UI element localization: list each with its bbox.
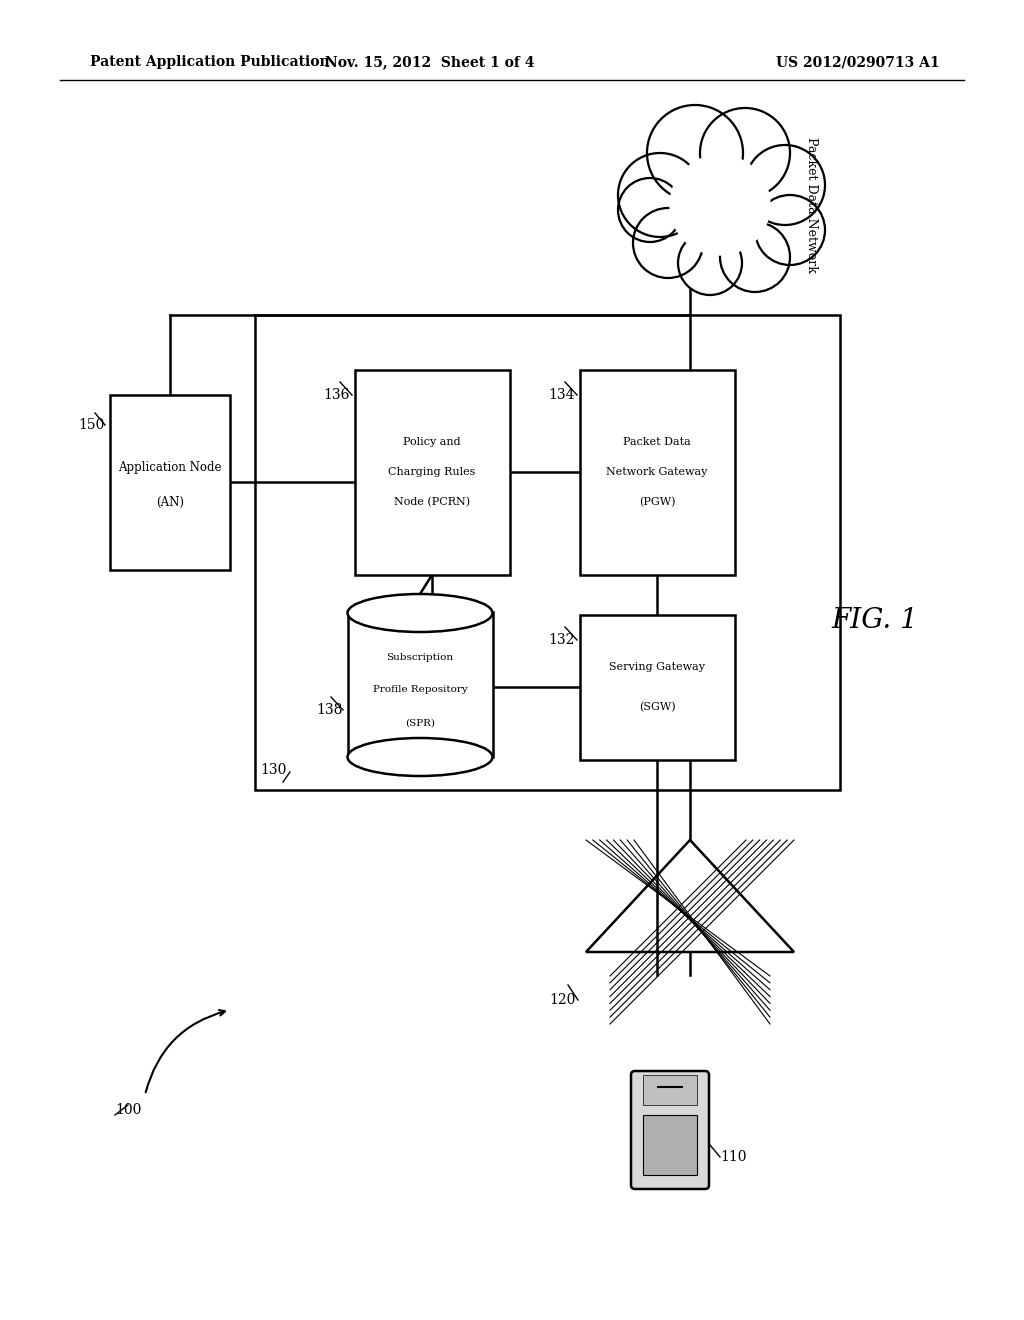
Ellipse shape: [347, 594, 493, 632]
Circle shape: [618, 153, 702, 238]
Circle shape: [647, 106, 743, 201]
Circle shape: [745, 145, 825, 224]
Text: 134: 134: [549, 388, 575, 403]
Bar: [355, 370, 510, 576]
Bar: [643, 1074, 697, 1105]
Text: Subscription: Subscription: [386, 652, 454, 661]
Text: 138: 138: [316, 704, 343, 717]
Text: 132: 132: [549, 634, 575, 647]
Text: US 2012/0290713 A1: US 2012/0290713 A1: [776, 55, 940, 69]
Circle shape: [670, 154, 770, 255]
Text: Profile Repository: Profile Repository: [373, 685, 467, 694]
Text: 120: 120: [550, 993, 575, 1007]
Bar: [110, 395, 230, 570]
Text: 130: 130: [260, 763, 287, 777]
Text: (SPR): (SPR): [406, 718, 435, 727]
Text: Nov. 15, 2012  Sheet 1 of 4: Nov. 15, 2012 Sheet 1 of 4: [326, 55, 535, 69]
Text: FIG. 1: FIG. 1: [831, 606, 919, 634]
Text: (PGW): (PGW): [639, 496, 675, 507]
FancyBboxPatch shape: [631, 1071, 709, 1189]
Bar: [643, 1115, 697, 1175]
Text: 150: 150: [79, 418, 105, 432]
Bar: [580, 615, 735, 760]
Circle shape: [633, 209, 703, 279]
Bar: [255, 315, 840, 789]
Circle shape: [700, 108, 790, 198]
Text: (AN): (AN): [156, 495, 184, 508]
Text: 136: 136: [324, 388, 350, 403]
Circle shape: [755, 195, 825, 265]
Text: Network Gateway: Network Gateway: [606, 467, 708, 477]
Bar: [580, 370, 735, 576]
Text: Policy and: Policy and: [403, 437, 461, 447]
Text: (SGW): (SGW): [639, 702, 675, 713]
Text: Serving Gateway: Serving Gateway: [609, 663, 705, 672]
Circle shape: [618, 178, 682, 242]
Circle shape: [720, 222, 790, 292]
Text: 110: 110: [720, 1150, 746, 1164]
Text: Charging Rules: Charging Rules: [388, 467, 476, 477]
Bar: [348, 612, 493, 756]
Text: Packet Data Network: Packet Data Network: [805, 137, 818, 273]
Ellipse shape: [347, 738, 493, 776]
Text: Patent Application Publication: Patent Application Publication: [90, 55, 330, 69]
Text: Application Node: Application Node: [118, 461, 222, 474]
Circle shape: [678, 231, 742, 294]
Text: Packet Data: Packet Data: [624, 437, 691, 447]
Text: 100: 100: [115, 1104, 141, 1117]
Text: Node (PCRN): Node (PCRN): [394, 496, 470, 507]
